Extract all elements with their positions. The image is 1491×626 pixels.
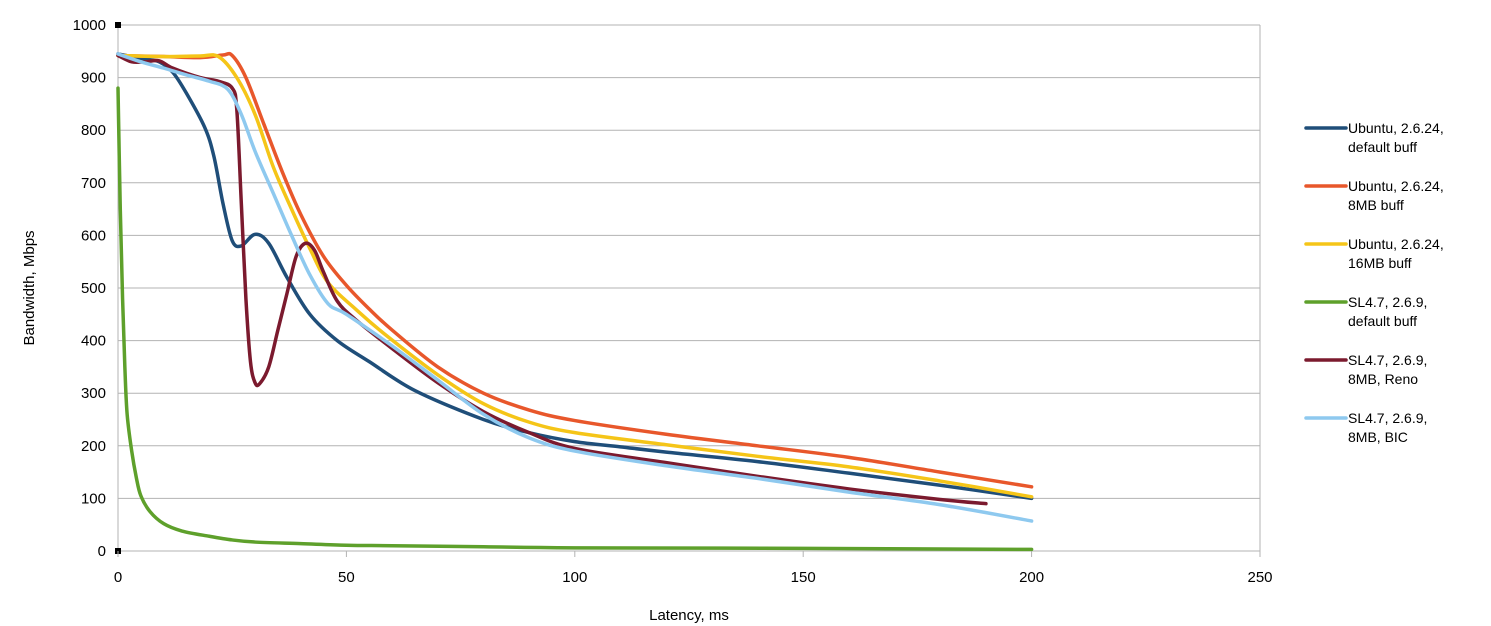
legend-label: SL4.7, 2.6.9, — [1348, 352, 1427, 368]
y-axis-top-marker — [115, 22, 121, 28]
legend-label: Ubuntu, 2.6.24, — [1348, 120, 1444, 136]
legend-label: 8MB, BIC — [1348, 429, 1408, 445]
legend-label: 8MB buff — [1348, 197, 1404, 213]
series-line-1 — [116, 52, 1034, 501]
series-line-5 — [116, 53, 988, 506]
series-layer — [116, 51, 1034, 552]
y-tick-label: 100 — [81, 490, 106, 507]
legend-entry-1: Ubuntu, 2.6.24, default buff — [1304, 120, 1444, 155]
x-tick-label: 100 — [562, 569, 587, 586]
y-axis-title: Bandwidth, Mbps — [21, 230, 38, 345]
y-tick-label: 500 — [81, 280, 106, 297]
series-line-3 — [116, 53, 1034, 499]
x-axis-title: Latency, ms — [649, 607, 729, 624]
x-tick-label: 250 — [1247, 569, 1272, 586]
y-tick-label: 300 — [81, 385, 106, 402]
x-tick-label: 200 — [1019, 569, 1044, 586]
x-tick-label: 50 — [338, 569, 355, 586]
legend-label: SL4.7, 2.6.9, — [1348, 410, 1427, 426]
y-tick-label: 600 — [81, 227, 106, 244]
legend-entry-2: Ubuntu, 2.6.24, 8MB buff — [1304, 178, 1444, 213]
series-line-2 — [116, 51, 1034, 489]
legend-label: default buff — [1348, 313, 1417, 329]
legend-entry-3: Ubuntu, 2.6.24, 16MB buff — [1304, 236, 1444, 271]
y-tick-label: 900 — [81, 70, 106, 87]
x-tick-label: 0 — [114, 569, 122, 586]
axis-layer: 0 100 200 300 400 500 600 700 800 900 1000 0 50 100 15… — [73, 17, 1273, 586]
series-line-6 — [116, 52, 1034, 523]
y-tick-label: 700 — [81, 175, 106, 192]
series-line-4 — [116, 86, 1034, 552]
y-tick-label: 1000 — [73, 17, 106, 34]
y-tick-label: 0 — [98, 543, 106, 560]
y-tick-label: 200 — [81, 438, 106, 455]
legend-label: default buff — [1348, 139, 1417, 155]
legend-entry-5: SL4.7, 2.6.9, 8MB, Reno — [1304, 352, 1427, 387]
legend-entry-4: SL4.7, 2.6.9, default buff — [1304, 294, 1427, 329]
y-tick-label: 400 — [81, 333, 106, 350]
legend-entry-6: SL4.7, 2.6.9, 8MB, BIC — [1304, 410, 1427, 445]
legend-label: 8MB, Reno — [1348, 371, 1418, 387]
legend-label: Ubuntu, 2.6.24, — [1348, 236, 1444, 252]
legend-label: 16MB buff — [1348, 255, 1412, 271]
x-tick-label: 150 — [791, 569, 816, 586]
legend-label: SL4.7, 2.6.9, — [1348, 294, 1427, 310]
y-tick-label: 800 — [81, 122, 106, 139]
legend-label: Ubuntu, 2.6.24, — [1348, 178, 1444, 194]
grid-layer — [118, 24, 1261, 552]
